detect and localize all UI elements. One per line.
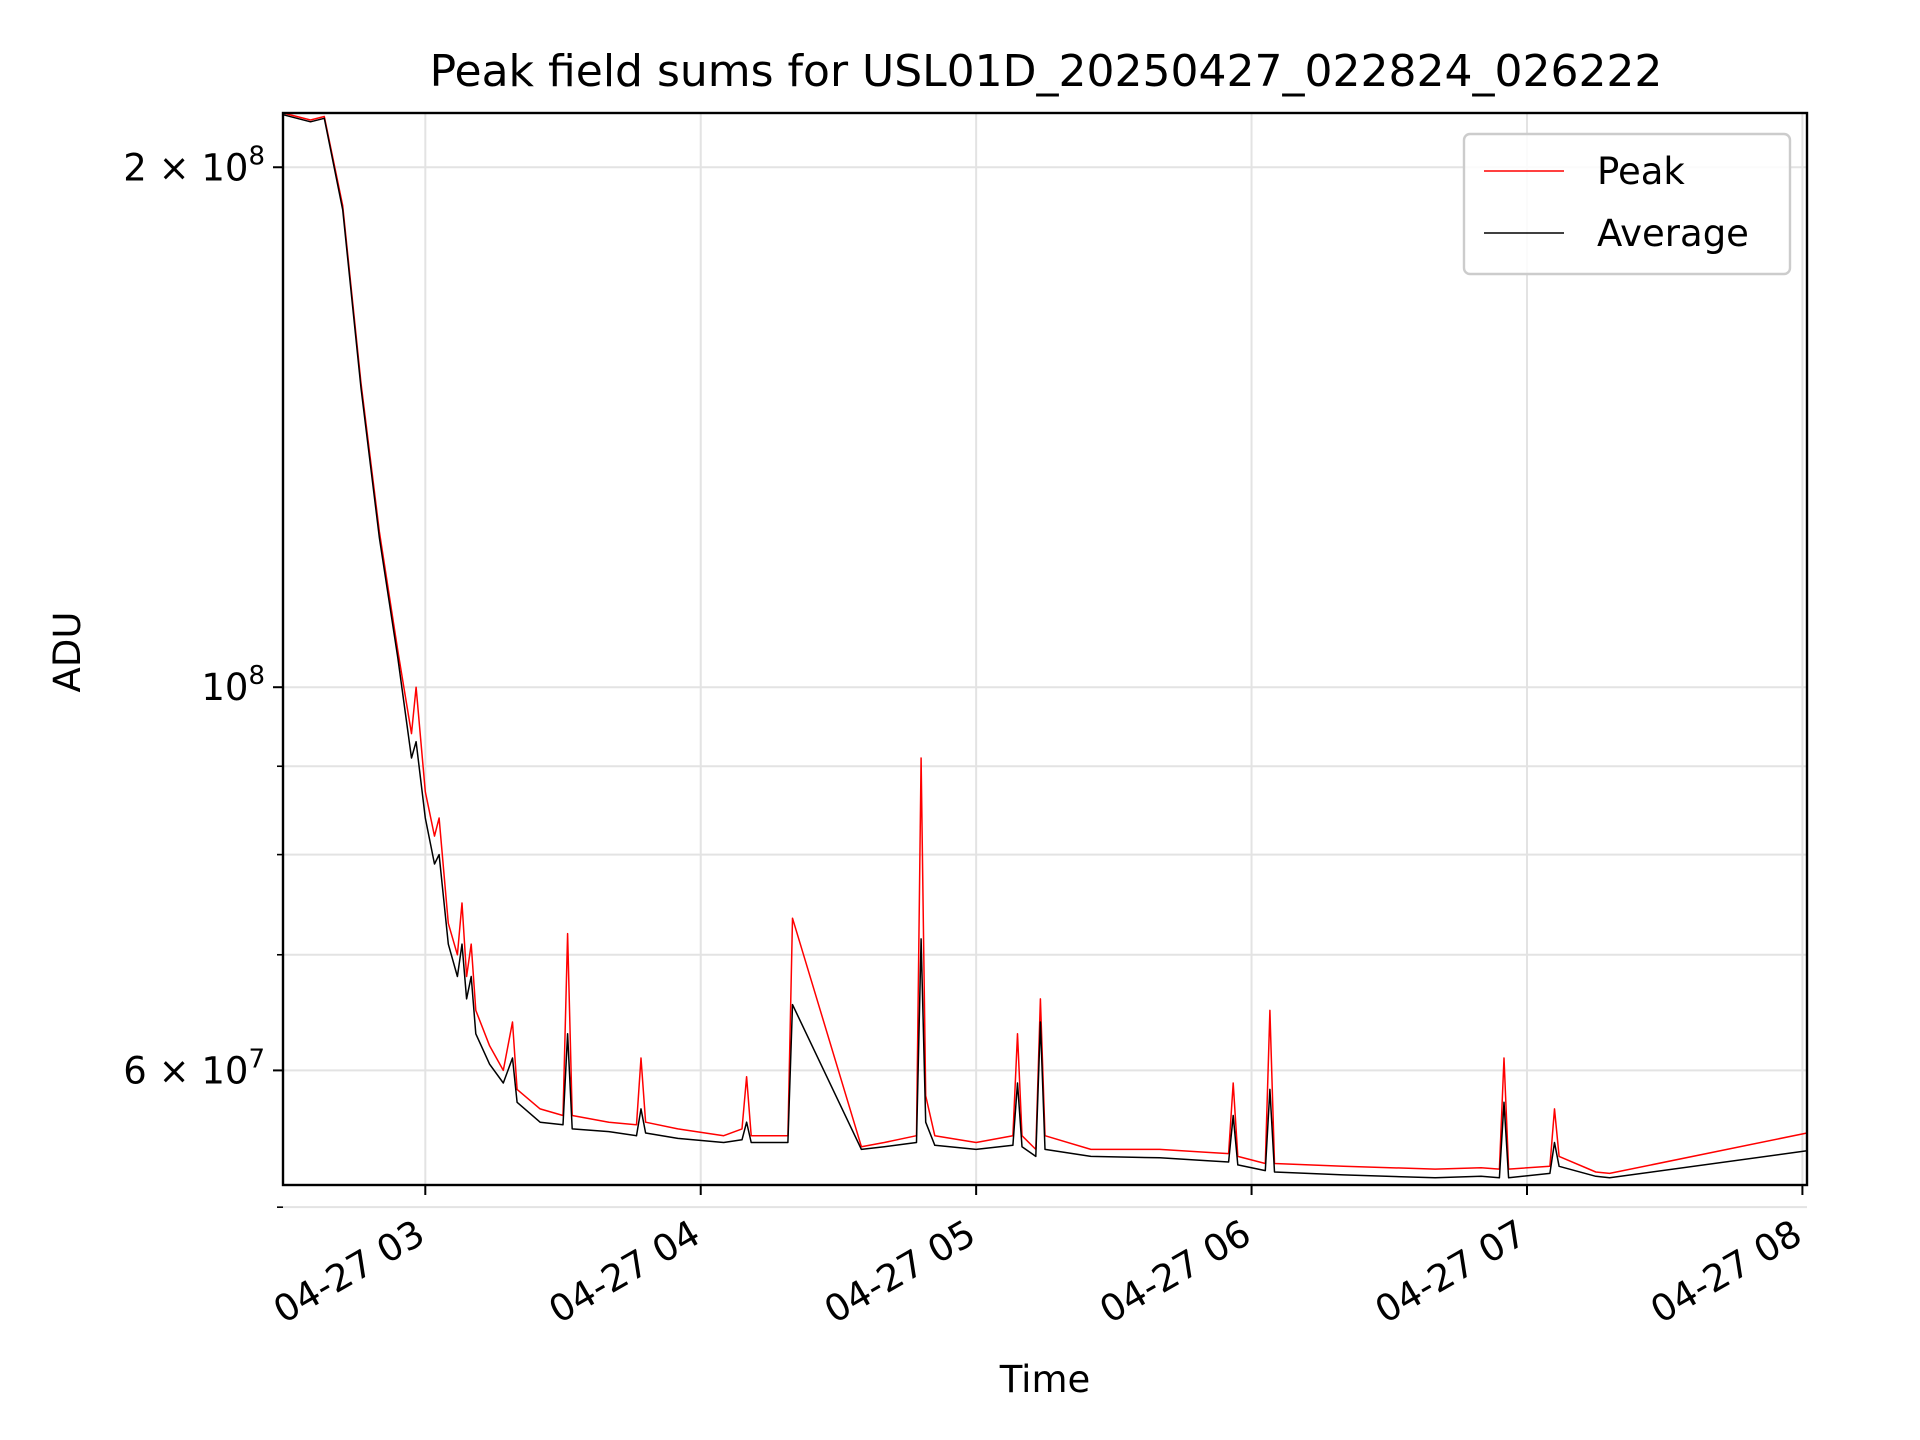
chart-title: Peak field sums for USL01D_20250427_0228… [430,46,1663,97]
grid [283,113,1807,1209]
y-tick-label: 108 [201,661,265,709]
y-tick-label: 2 × 108 [123,141,265,189]
legend-box [1462,132,1792,276]
legend-label-peak: Peak [1597,150,1685,193]
series-line-average [282,113,1808,1179]
y-axis: 6 × 107 108 2 × 108 [123,141,283,1208]
legend: Peak Average [1462,132,1792,276]
y-tick-label: 6 × 107 [123,1044,265,1092]
legend-label-average: Average [1597,212,1749,255]
y-axis-label: ADU [46,612,89,693]
plot-lines [282,112,1808,1179]
plot-frame [281,111,1809,1187]
x-axis-label: Time [999,1358,1091,1401]
